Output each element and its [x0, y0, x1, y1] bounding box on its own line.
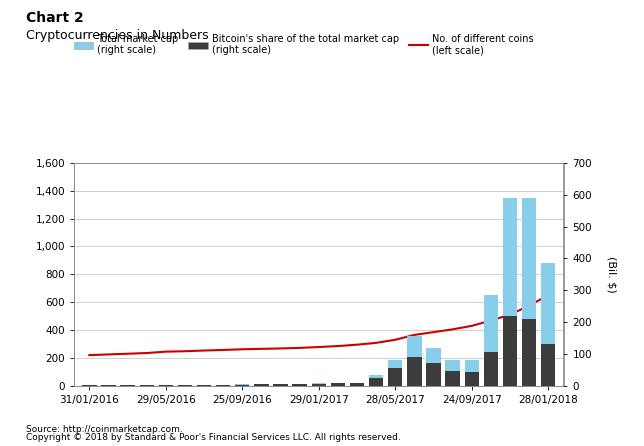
Bar — [273, 384, 288, 386]
Bar — [254, 384, 269, 386]
Bar — [178, 385, 192, 386]
Bar — [541, 263, 555, 386]
Bar — [216, 384, 231, 386]
Bar — [369, 378, 383, 386]
Bar — [407, 357, 422, 386]
Text: Chart 2: Chart 2 — [26, 11, 84, 25]
Bar — [178, 385, 192, 386]
Bar — [158, 385, 173, 386]
Bar — [350, 383, 365, 386]
Text: Copyright © 2018 by Standard & Poor's Financial Services LLC. All rights reserve: Copyright © 2018 by Standard & Poor's Fi… — [26, 434, 401, 442]
Bar — [522, 319, 536, 386]
Bar — [235, 384, 249, 386]
Bar — [331, 383, 345, 386]
Bar — [82, 385, 97, 386]
Bar — [140, 385, 154, 386]
Bar — [120, 385, 135, 386]
Bar — [312, 383, 326, 386]
Bar — [216, 385, 231, 386]
Bar — [407, 336, 422, 386]
Bar — [350, 383, 365, 386]
Bar — [426, 347, 440, 386]
Bar — [503, 198, 517, 386]
Bar — [541, 344, 555, 386]
Bar — [101, 385, 116, 386]
Bar — [312, 384, 326, 386]
Bar — [426, 363, 440, 386]
Bar — [484, 352, 498, 386]
Bar — [331, 383, 345, 386]
Bar — [446, 372, 460, 386]
Bar — [388, 360, 402, 386]
Bar — [484, 295, 498, 386]
Text: Cryptocurrencies in Numbers: Cryptocurrencies in Numbers — [26, 29, 209, 42]
Bar — [197, 385, 211, 386]
Bar — [522, 198, 536, 386]
Bar — [273, 384, 288, 386]
Bar — [388, 368, 402, 386]
Bar — [254, 384, 269, 386]
Bar — [369, 375, 383, 386]
Text: Source: http://coinmarketcap.com.: Source: http://coinmarketcap.com. — [26, 425, 182, 434]
Bar — [235, 384, 249, 386]
Bar — [158, 385, 173, 386]
Bar — [464, 372, 479, 386]
Bar — [464, 360, 479, 386]
Bar — [503, 316, 517, 386]
Bar — [197, 385, 211, 386]
Y-axis label: (Bil. $): (Bil. $) — [606, 256, 616, 293]
Bar — [292, 384, 307, 386]
Bar — [292, 384, 307, 386]
Bar — [446, 360, 460, 386]
Legend: Total market cap
(right scale), Bitcoin's share of the total market cap
(right s: Total market cap (right scale), Bitcoin'… — [74, 34, 533, 55]
